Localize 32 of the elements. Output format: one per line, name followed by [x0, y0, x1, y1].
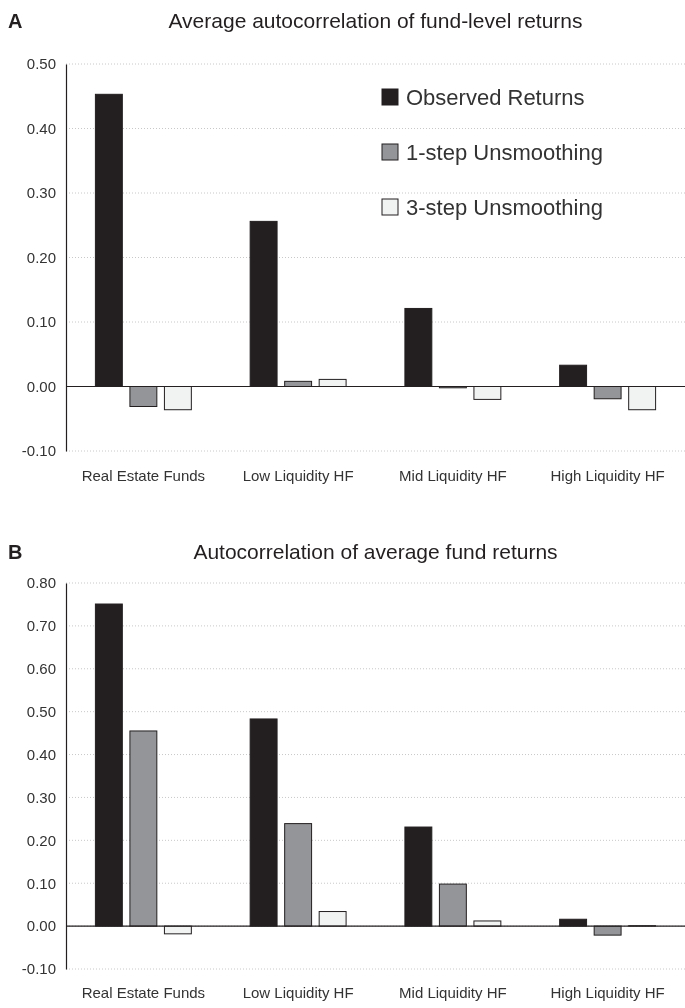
- x-tick-label: Low Liquidity HF: [242, 983, 354, 1001]
- x-tick-label: High Liquidity HF: [550, 466, 665, 484]
- y-tick-label: 0.30: [26, 184, 56, 202]
- y-tick-label: 0.00: [26, 917, 56, 935]
- x-tick-label: High Liquidity HF: [550, 983, 665, 1001]
- y-tick-label: 0.70: [26, 617, 56, 635]
- y-tick-label: 0.80: [26, 574, 56, 592]
- y-tick-label: 0.30: [26, 788, 56, 806]
- y-tick-label: -0.10: [21, 442, 56, 460]
- x-tick-label: Real Estate Funds: [81, 983, 206, 1001]
- y-tick-label: 0.60: [26, 660, 56, 678]
- y-tick-label: 0.50: [26, 55, 56, 73]
- legend-label: Observed Returns: [406, 84, 585, 110]
- x-tick-label: Real Estate Funds: [81, 466, 206, 484]
- x-tick-label: Mid Liquidity HF: [399, 983, 507, 1001]
- y-tick-label: 0.00: [26, 377, 56, 395]
- y-tick-label: 0.10: [26, 313, 56, 331]
- legend-label: 1-step Unsmoothing: [406, 139, 603, 165]
- y-tick-label: 0.10: [26, 874, 56, 892]
- text: A: [8, 10, 23, 32]
- chart-title: Autocorrelation of average fund returns: [193, 540, 558, 563]
- y-tick-label: 0.20: [26, 831, 56, 849]
- x-tick-label: Low Liquidity HF: [242, 466, 354, 484]
- legend-label: 3-step Unsmoothing: [406, 194, 603, 220]
- chart-title: Average autocorrelation of fund-level returns: [168, 9, 583, 32]
- y-tick-label: 0.20: [26, 248, 56, 266]
- x-tick-label: Mid Liquidity HF: [399, 466, 507, 484]
- y-tick-label: 0.40: [26, 745, 56, 763]
- y-tick-label: 0.40: [26, 119, 56, 137]
- y-tick-label: -0.10: [21, 960, 56, 978]
- text: B: [8, 541, 23, 563]
- y-tick-label: 0.50: [26, 702, 56, 720]
